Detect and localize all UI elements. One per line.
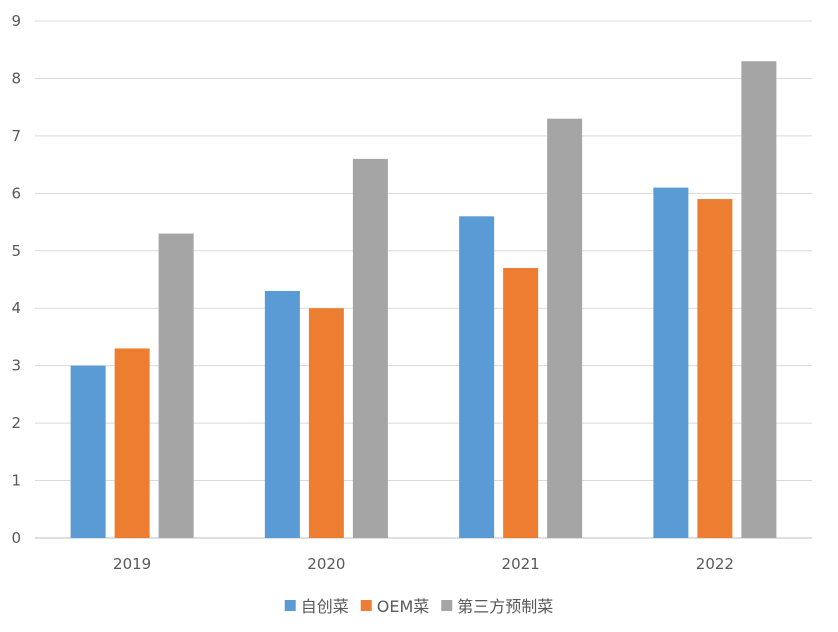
legend-swatch	[441, 600, 453, 611]
bar-3-2022	[741, 61, 777, 538]
bar-1-2022	[653, 187, 689, 539]
legend-item: 自创菜	[284, 597, 349, 616]
x-tick-label: 2020	[307, 555, 345, 573]
y-tick-label: 1	[11, 472, 21, 490]
y-tick-label: 8	[11, 69, 21, 87]
legend: 自创菜 OEM菜 第三方预制菜	[284, 597, 553, 616]
bar-2-2020	[308, 308, 344, 538]
y-tick-label: 7	[11, 127, 21, 145]
legend-item: 第三方预制菜	[441, 597, 553, 616]
y-tick-label: 0	[11, 529, 21, 547]
bar-2-2019	[114, 348, 150, 538]
y-tick-label: 4	[11, 299, 21, 317]
bar-1-2020	[264, 290, 300, 538]
legend-swatch	[360, 600, 372, 611]
legend-swatch	[284, 600, 296, 611]
y-tick-label: 2	[11, 414, 21, 432]
x-tick-label: 2021	[502, 555, 540, 573]
x-tick-label: 2022	[696, 555, 734, 573]
bar-3-2020	[352, 158, 388, 538]
legend-label: 自创菜	[301, 597, 349, 616]
bar-2-2022	[697, 199, 733, 539]
bars	[70, 61, 777, 539]
y-tick-label: 5	[11, 242, 21, 260]
bar-2-2021	[503, 268, 539, 538]
y-tick-label: 9	[11, 12, 21, 30]
x-tick-label: 2019	[113, 555, 151, 573]
bar-1-2019	[70, 365, 106, 538]
y-axis-tick-labels: 0 1 2 3 4 5 6 7 8 9	[11, 12, 21, 547]
gridlines	[35, 20, 812, 482]
legend-item: OEM菜	[360, 597, 430, 616]
x-axis-tick-labels: 2019 2020 2021 2022	[113, 555, 734, 573]
y-tick-label: 6	[11, 184, 21, 202]
legend-label: 第三方预制菜	[457, 597, 553, 616]
bar-3-2019	[158, 233, 194, 539]
bar-3-2021	[547, 118, 583, 539]
bar-1-2021	[459, 216, 495, 539]
legend-label: OEM菜	[377, 597, 430, 616]
y-tick-label: 3	[11, 357, 21, 375]
